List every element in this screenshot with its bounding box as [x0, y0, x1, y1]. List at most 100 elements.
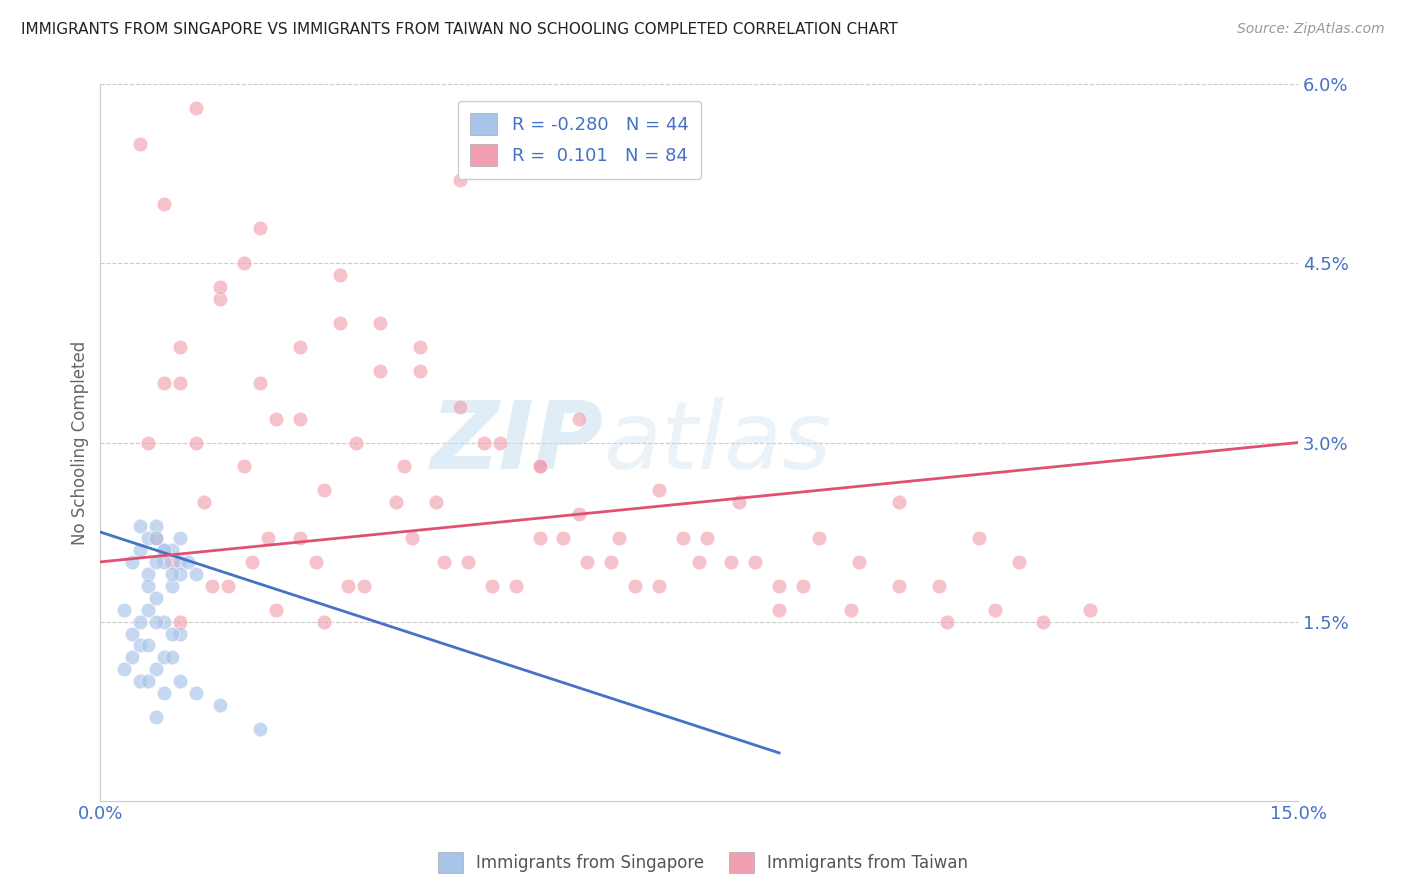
Point [160, 626, 183, 640]
Point [186, 566, 208, 581]
Point [887, 579, 910, 593]
Point [136, 531, 159, 545]
Point [145, 662, 167, 676]
Point [240, 555, 263, 569]
Point [136, 435, 159, 450]
Point [576, 555, 599, 569]
Point [153, 376, 176, 390]
Point [129, 639, 152, 653]
Point [457, 555, 479, 569]
Point [449, 400, 471, 414]
Point [136, 579, 159, 593]
Point [600, 555, 623, 569]
Point [1032, 615, 1054, 629]
Point [553, 531, 575, 545]
Point [249, 722, 271, 736]
Point [329, 316, 352, 330]
Point [145, 615, 167, 629]
Text: IMMIGRANTS FROM SINGAPORE VS IMMIGRANTS FROM TAIWAN NO SCHOOLING COMPLETED CORRE: IMMIGRANTS FROM SINGAPORE VS IMMIGRANTS … [21, 22, 898, 37]
Point [848, 555, 870, 569]
Point [344, 435, 367, 450]
Point [257, 531, 280, 545]
Point [153, 543, 176, 558]
Point [153, 196, 176, 211]
Point [160, 543, 183, 558]
Point [153, 543, 176, 558]
Point [160, 650, 183, 665]
Point [153, 615, 176, 629]
Point [145, 531, 167, 545]
Point [169, 615, 191, 629]
Point [425, 495, 447, 509]
Point [368, 316, 391, 330]
Point [983, 602, 1005, 616]
Point [728, 495, 751, 509]
Point [136, 566, 159, 581]
Point [1080, 602, 1102, 616]
Point [609, 531, 631, 545]
Point [648, 579, 671, 593]
Point [249, 376, 271, 390]
Point [153, 650, 176, 665]
Legend: Immigrants from Singapore, Immigrants from Taiwan: Immigrants from Singapore, Immigrants fr… [430, 846, 976, 880]
Point [129, 615, 152, 629]
Point [839, 602, 862, 616]
Point [186, 435, 208, 450]
Point [264, 602, 287, 616]
Point [449, 173, 471, 187]
Point [401, 531, 423, 545]
Point [136, 639, 159, 653]
Point [368, 364, 391, 378]
Point [672, 531, 695, 545]
Point [129, 674, 152, 689]
Point [129, 137, 152, 152]
Point [720, 555, 742, 569]
Point [193, 495, 215, 509]
Point [385, 495, 408, 509]
Point [186, 101, 208, 115]
Point [209, 280, 232, 294]
Point [312, 483, 335, 498]
Point [409, 340, 432, 354]
Y-axis label: No Schooling Completed: No Schooling Completed [72, 341, 89, 545]
Point [129, 519, 152, 533]
Point [568, 507, 591, 521]
Point [186, 686, 208, 700]
Point [353, 579, 375, 593]
Point [433, 555, 456, 569]
Point [312, 615, 335, 629]
Point [928, 579, 950, 593]
Point [329, 268, 352, 283]
Point [136, 674, 159, 689]
Point [145, 555, 167, 569]
Text: atlas: atlas [603, 397, 831, 488]
Text: ZIP: ZIP [430, 397, 603, 489]
Point [288, 531, 311, 545]
Point [288, 340, 311, 354]
Point [160, 579, 183, 593]
Legend: R = -0.280   N = 44, R =  0.101   N = 84: R = -0.280 N = 44, R = 0.101 N = 84 [457, 101, 702, 179]
Point [488, 435, 510, 450]
Point [145, 710, 167, 724]
Point [217, 579, 239, 593]
Text: Source: ZipAtlas.com: Source: ZipAtlas.com [1237, 22, 1385, 37]
Point [768, 602, 790, 616]
Point [935, 615, 957, 629]
Point [807, 531, 830, 545]
Point [264, 411, 287, 425]
Point [121, 626, 143, 640]
Point [112, 662, 135, 676]
Point [169, 626, 191, 640]
Point [481, 579, 503, 593]
Point [967, 531, 990, 545]
Point [169, 531, 191, 545]
Point [112, 602, 135, 616]
Point [305, 555, 328, 569]
Point [209, 698, 232, 713]
Point [648, 483, 671, 498]
Point [233, 459, 256, 474]
Point [529, 531, 551, 545]
Point [505, 579, 527, 593]
Point [121, 650, 143, 665]
Point [409, 364, 432, 378]
